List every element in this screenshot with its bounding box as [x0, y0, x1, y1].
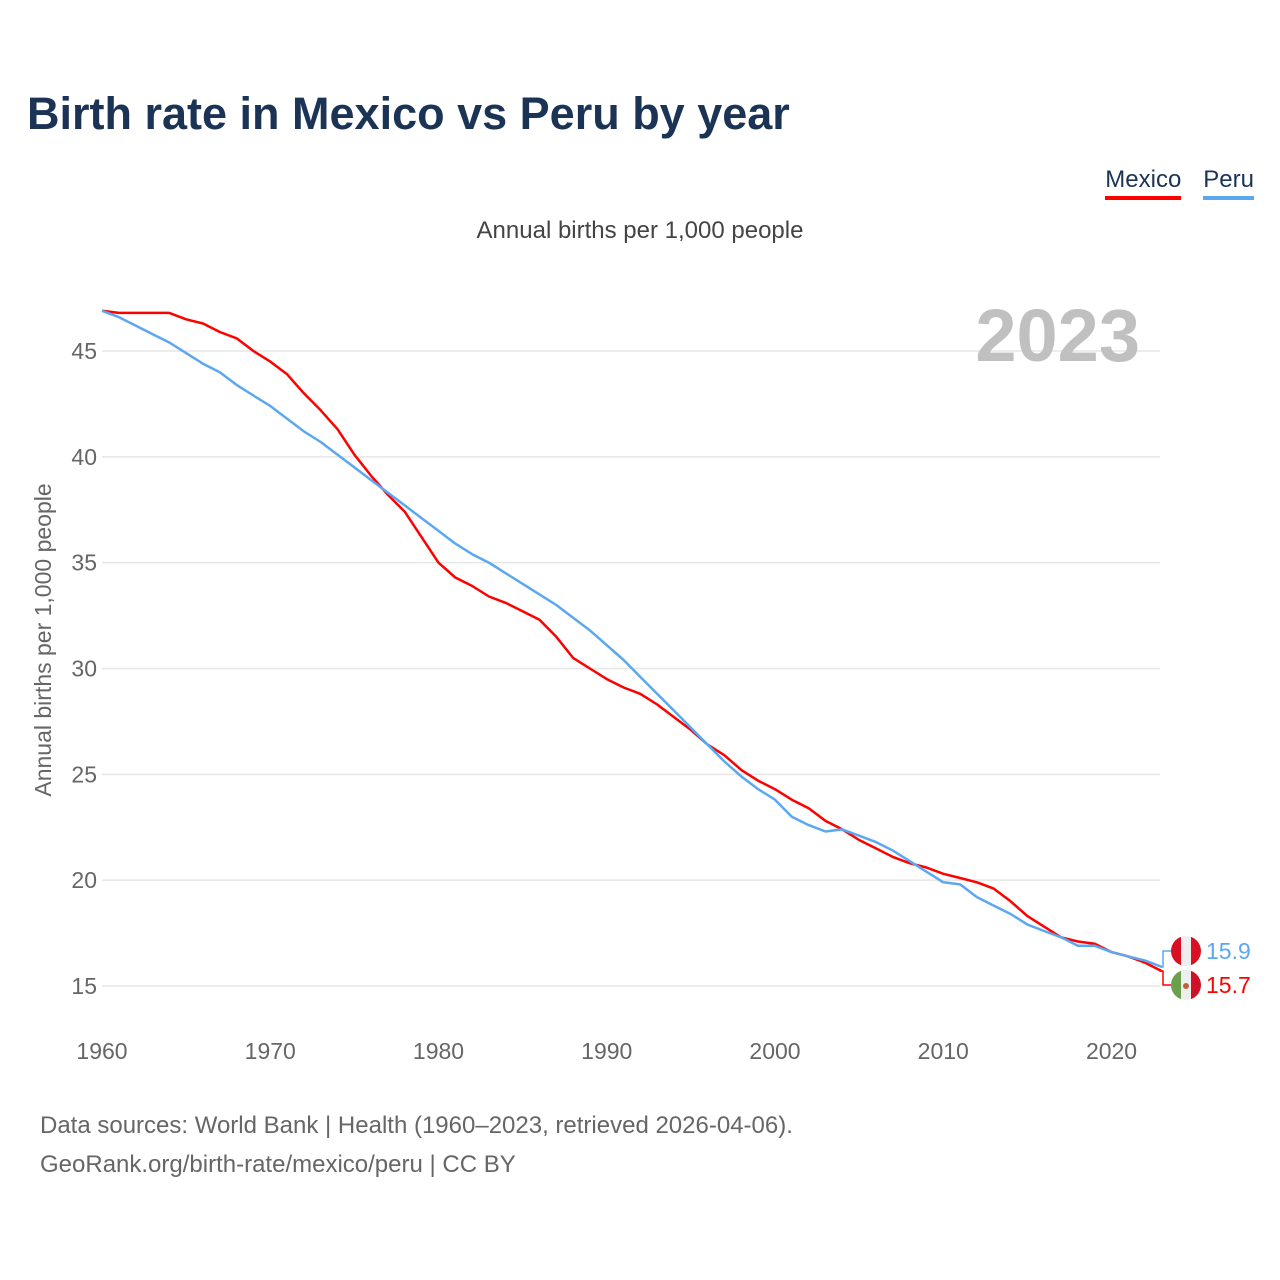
y-tick-label: 35 — [71, 550, 97, 576]
footer: Data sources: World Bank | Health (1960–… — [40, 1106, 793, 1184]
chart-title: Birth rate in Mexico vs Peru by year — [27, 88, 790, 139]
legend-peru[interactable]: Peru — [1203, 166, 1254, 200]
data-source: Data sources: World Bank | Health (1960–… — [40, 1112, 793, 1139]
series-line-peru[interactable] — [101, 309, 1163, 969]
peru-flag-icon — [1171, 936, 1201, 966]
mexico-flag-icon — [1171, 970, 1201, 1000]
legend: Mexico Peru — [1105, 166, 1254, 200]
x-tick-label: 2010 — [918, 1038, 969, 1064]
x-tick-label: 1990 — [581, 1038, 632, 1064]
y-tick-label: 20 — [71, 867, 97, 893]
y-tick-label: 40 — [71, 444, 97, 470]
y-tick-label: 25 — [71, 761, 97, 787]
y-tick-label: 45 — [71, 338, 97, 364]
x-tick-label: 1970 — [245, 1038, 296, 1064]
y-axis-label: Annual births per 1,000 people — [30, 483, 56, 796]
x-tick-label: 1980 — [413, 1038, 464, 1064]
source-url[interactable]: GeoRank.org/birth-rate/mexico/peru | CC … — [40, 1151, 516, 1178]
series-line-mexico[interactable] — [101, 309, 1163, 973]
end-connector — [1162, 950, 1172, 968]
x-tick-label: 1960 — [76, 1038, 127, 1064]
end-value-peru: 15.9 — [1206, 938, 1251, 964]
legend-mexico[interactable]: Mexico — [1105, 166, 1182, 200]
chart-subtitle: Annual births per 1,000 people — [476, 217, 804, 244]
year-label: 2023 — [975, 294, 1140, 377]
y-tick-label: 15 — [71, 973, 97, 999]
end-value-mexico: 15.7 — [1206, 972, 1251, 998]
y-tick-label: 30 — [71, 656, 97, 682]
x-tick-label: 2020 — [1086, 1038, 1137, 1064]
end-connector — [1162, 970, 1172, 986]
x-tick-label: 2000 — [749, 1038, 800, 1064]
